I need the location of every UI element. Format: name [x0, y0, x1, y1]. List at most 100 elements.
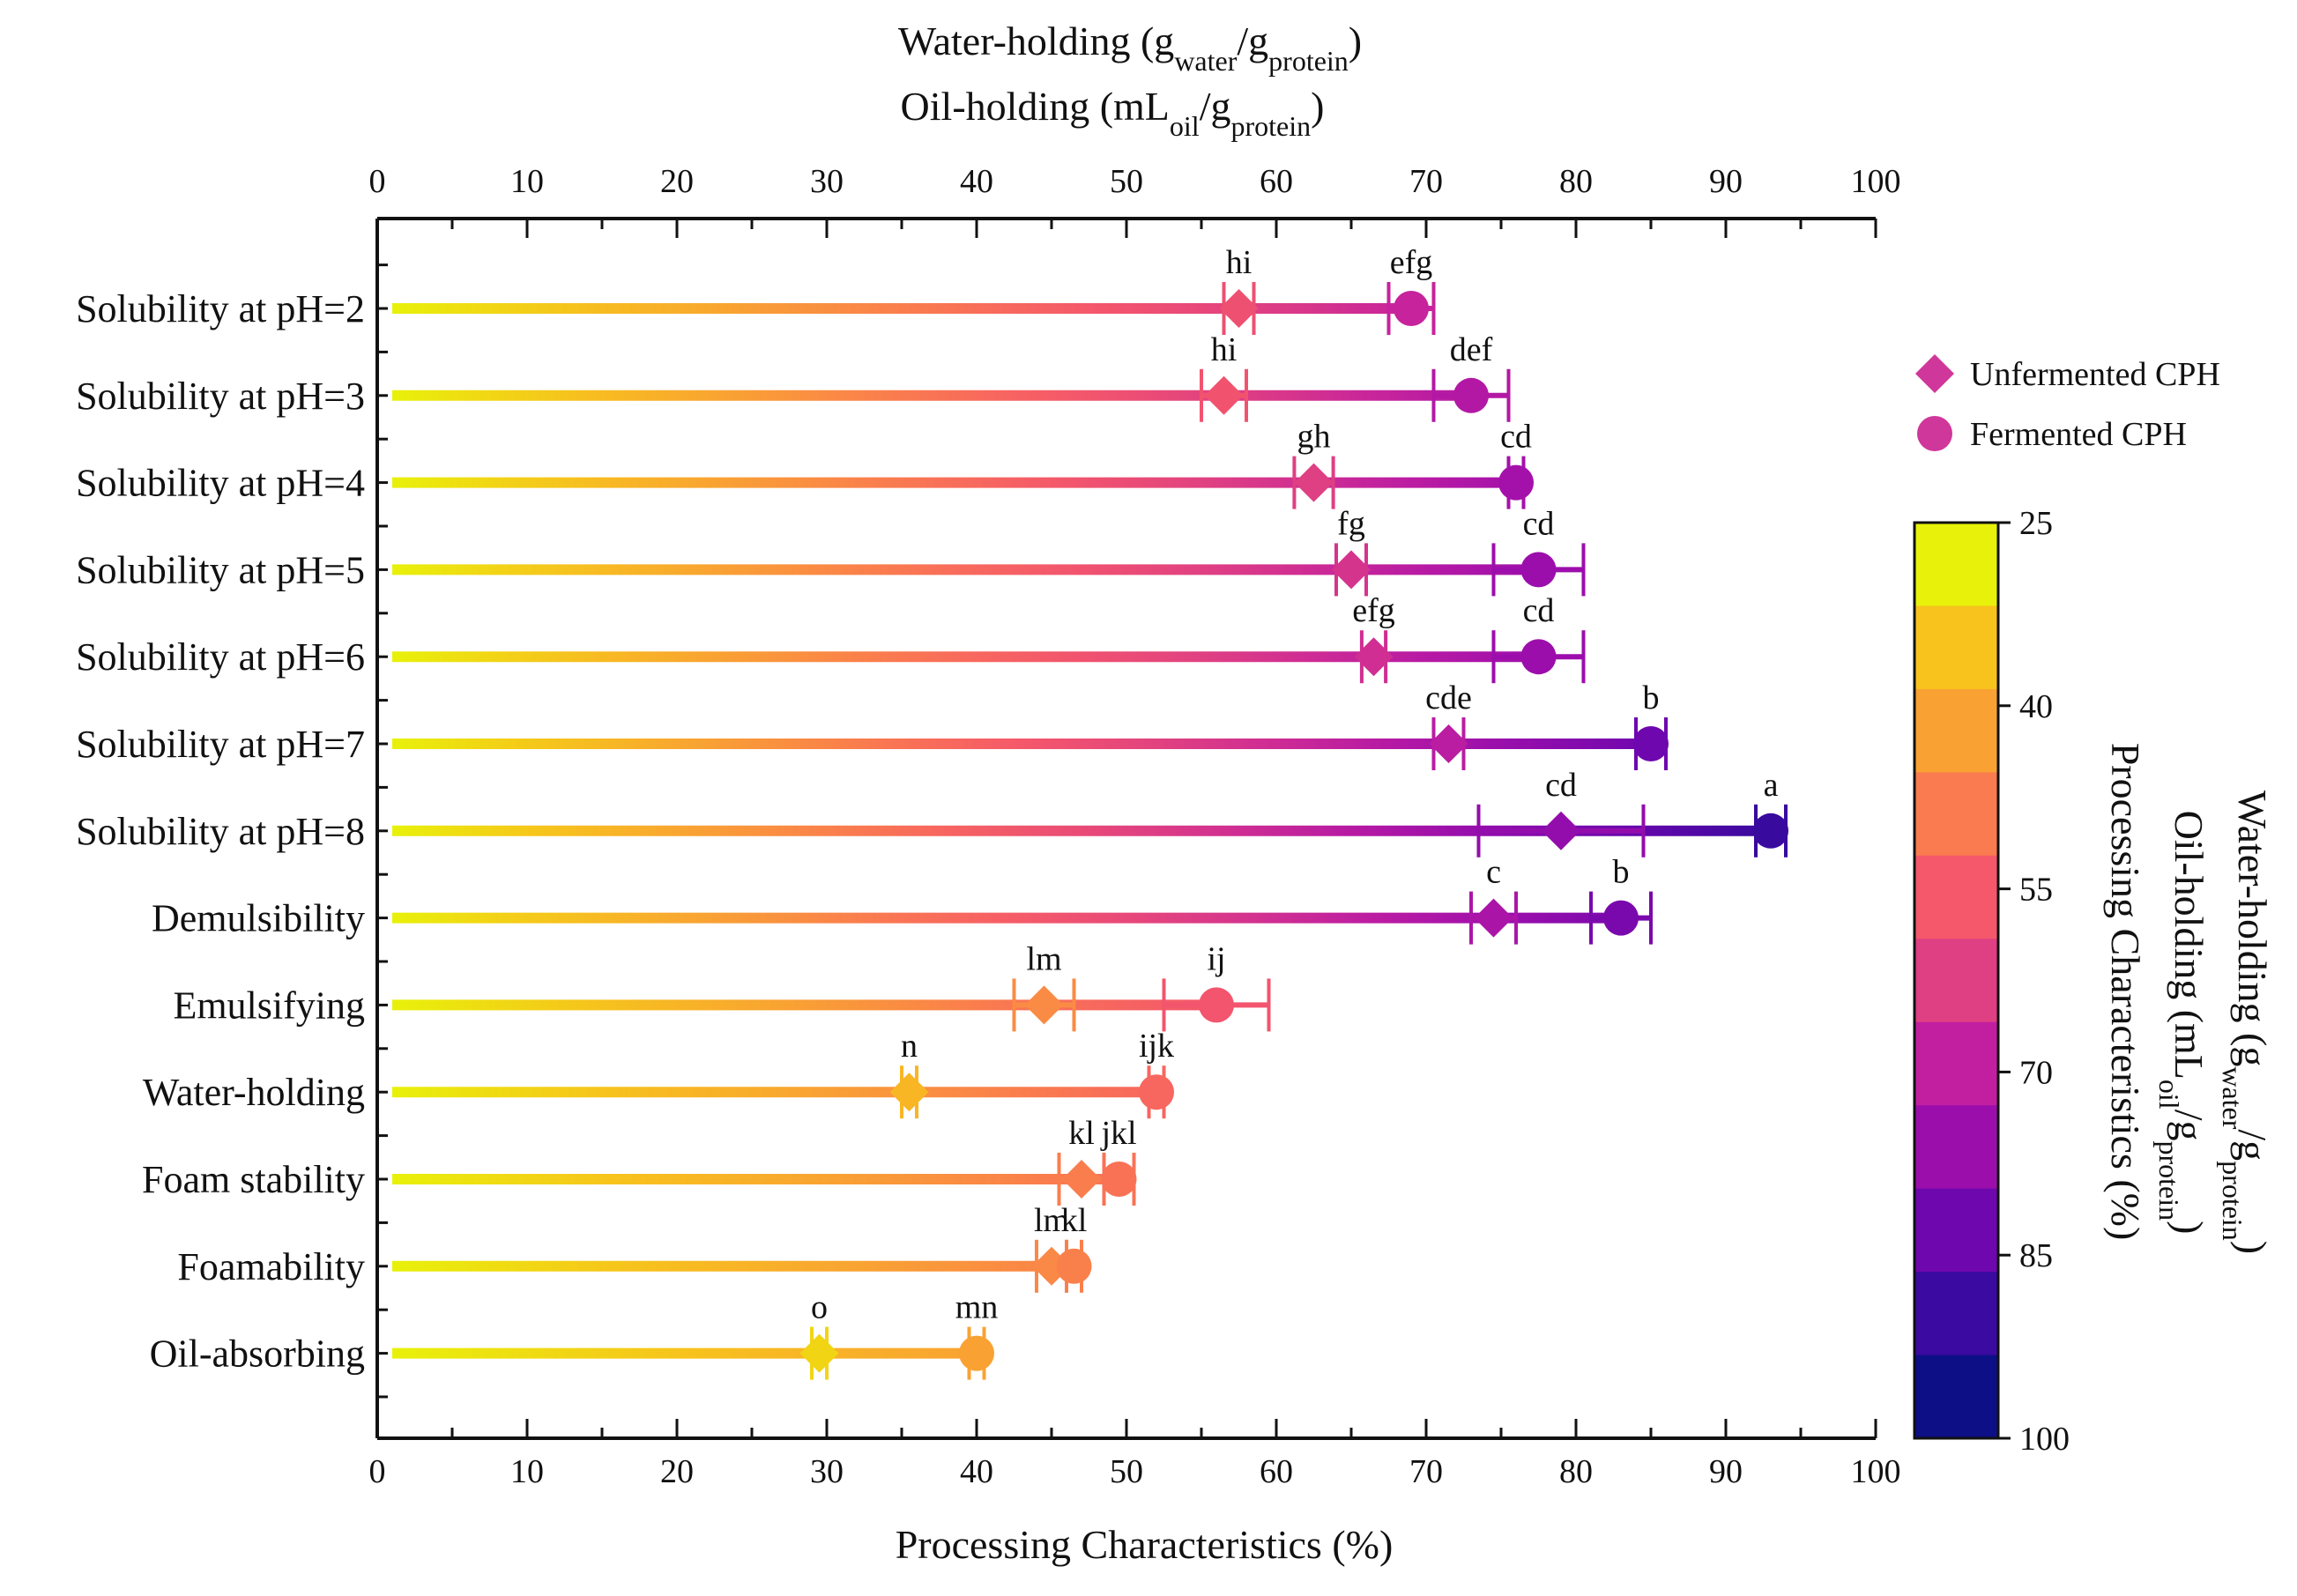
fermented-circle-marker [959, 1335, 994, 1371]
unfermented-significance-label: kl [1068, 1115, 1095, 1152]
bottom-tick-label: 70 [1409, 1453, 1443, 1490]
fermented-circle-marker [1101, 1162, 1137, 1197]
legend-label-fermented: Fermented CPH [1970, 416, 2187, 453]
unfermented-diamond-marker [1062, 1160, 1101, 1199]
bottom-tick-label: 80 [1559, 1453, 1593, 1490]
unfermented-significance-label: hi [1226, 244, 1253, 281]
fermented-circle-marker [1498, 464, 1534, 501]
top-tick-label: 50 [1110, 163, 1143, 200]
colorbar-tick-label: 40 [2019, 688, 2053, 725]
fermented-circle-marker [1453, 377, 1489, 413]
colorbar-title-processing: Processing Characteristics (%) [2103, 743, 2148, 1241]
category-label: Foamability [177, 1245, 365, 1288]
colorbar-title: Water-holding (gwater/gprotein) Oil-hold… [2103, 743, 2275, 1254]
unfermented-significance-label: n [901, 1028, 918, 1065]
colorbar-title-water: Water-holding (gwater/gprotein) [2217, 791, 2275, 1254]
top-axis: 0 10 20 30 40 50 60 70 80 90 100 [369, 163, 1901, 238]
colorbar-segment [1914, 523, 1998, 606]
unfermented-diamond-marker [1474, 898, 1513, 938]
fermented-circle-marker [1603, 900, 1639, 936]
top-tick-label: 60 [1260, 163, 1293, 200]
top-tick-label: 0 [369, 163, 386, 200]
bottom-tick-label: 100 [1851, 1453, 1901, 1490]
category-label: Solubility at pH=7 [76, 723, 365, 766]
unfermented-diamond-marker [1332, 550, 1371, 590]
fermented-significance-label: cd [1523, 505, 1555, 542]
category-label: Solubility at pH=2 [76, 287, 365, 330]
unfermented-diamond-marker [1294, 463, 1334, 502]
legend-entry-unfermented: Unfermented CPH [1915, 354, 2220, 393]
bottom-tick-label: 50 [1110, 1453, 1143, 1490]
bottom-tick-label: 10 [510, 1453, 544, 1490]
category-label: Oil-absorbing [150, 1332, 365, 1376]
colorbar-segment [1914, 772, 1998, 857]
fermented-significance-label: jkl [1099, 1115, 1136, 1152]
fermented-significance-label: kl [1061, 1202, 1088, 1239]
legend-entry-fermented: Fermented CPH [1917, 416, 2187, 453]
colorbar-segment [1914, 688, 1998, 773]
top-tick-label: 70 [1409, 163, 1443, 200]
top-tick-label: 40 [960, 163, 993, 200]
colorbar-segment [1914, 1272, 1998, 1356]
bottom-tick-label: 0 [369, 1453, 386, 1490]
fermented-circle-marker [1199, 987, 1234, 1023]
top-axis-title-oil: Oil-holding (mLoil/gprotein) [901, 84, 1325, 142]
fermented-circle-marker [1394, 291, 1429, 326]
unfermented-diamond-marker [1429, 724, 1468, 763]
unfermented-significance-label: hi [1211, 331, 1238, 368]
colorbar-tick-label: 100 [2019, 1421, 2070, 1458]
unfermented-significance-label: gh [1297, 419, 1331, 456]
category-label: Foam stability [142, 1158, 365, 1201]
fermented-circle-marker [1633, 726, 1669, 761]
x-axis-title: Processing Characteristics (%) [896, 1522, 1394, 1567]
colorbar-segment [1914, 1355, 1998, 1439]
fermented-significance-label: cd [1500, 419, 1532, 456]
colorbar-tick-label: 25 [2019, 505, 2053, 542]
unfermented-significance-label: cde [1425, 679, 1472, 716]
data-row: fg cd [392, 505, 1586, 597]
legend-circle-marker [1917, 416, 1952, 451]
bottom-tick-label: 40 [960, 1453, 993, 1490]
colorbar-border [1913, 521, 2000, 1440]
y-axis [377, 264, 388, 1399]
colorbar: 25 40 55 70 85 100 [1913, 505, 2070, 1458]
category-label: Solubility at pH=8 [76, 810, 365, 853]
bottom-tick-label: 30 [810, 1453, 844, 1490]
unfermented-diamond-marker [1219, 289, 1259, 328]
top-tick-label: 10 [510, 163, 544, 200]
unfermented-diamond-marker [1204, 375, 1244, 415]
category-label: Demulsibility [152, 897, 365, 940]
unfermented-diamond-marker [1024, 985, 1064, 1025]
category-label: Solubility at pH=3 [76, 375, 365, 418]
legend-label-unfermented: Unfermented CPH [1970, 356, 2220, 393]
unfermented-diamond-marker [799, 1333, 839, 1373]
fermented-circle-marker [1139, 1074, 1174, 1110]
category-labels: Solubility at pH=2 Solubility at pH=3 Solu… [76, 287, 365, 1376]
colorbar-title-oil: Oil-holding (mLoil/gprotein) [2153, 811, 2212, 1235]
category-label: Solubility at pH=4 [76, 462, 365, 505]
data-row: n ijk [392, 1028, 1174, 1119]
legend: Unfermented CPH Fermented CPH [1915, 354, 2220, 453]
category-label: Emulsifying [173, 984, 365, 1027]
legend-diamond-marker [1915, 354, 1954, 393]
fermented-circle-marker [1520, 639, 1557, 675]
colorbar-segment [1914, 1105, 1998, 1190]
fermented-significance-label: cd [1523, 592, 1555, 629]
unfermented-diamond-marker [889, 1073, 929, 1112]
bottom-axis: 0 10 20 30 40 50 60 70 80 90 100 [369, 1419, 1901, 1490]
unfermented-significance-label: o [811, 1289, 828, 1326]
fermented-significance-label: def [1450, 331, 1493, 368]
fermented-significance-label: ij [1207, 940, 1225, 977]
unfermented-significance-label: lm [1034, 1202, 1069, 1239]
colorbar-segment [1914, 605, 1998, 690]
top-tick-label: 20 [660, 163, 694, 200]
colorbar-tick-label: 70 [2019, 1054, 2053, 1091]
top-tick-label: 90 [1709, 163, 1743, 200]
fermented-circle-marker [1753, 813, 1788, 849]
colorbar-segment [1914, 1021, 1998, 1106]
fermented-significance-label: a [1764, 767, 1779, 804]
